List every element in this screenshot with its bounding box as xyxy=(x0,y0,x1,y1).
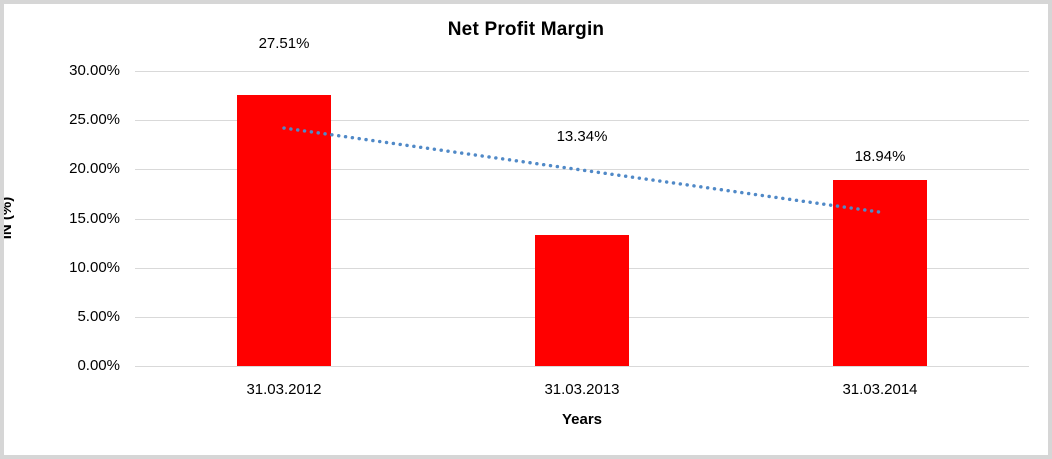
bar-31.03.2013 xyxy=(535,234,629,366)
data-label: 18.94% xyxy=(854,148,906,165)
bar-31.03.2012 xyxy=(237,95,331,366)
y-tick-label: 30.00% xyxy=(69,62,120,79)
data-label: 27.51% xyxy=(258,35,310,52)
y-tick-label: 0.00% xyxy=(77,357,120,374)
gridline xyxy=(135,120,1029,122)
chart-title: Net Profit Margin xyxy=(447,19,605,40)
bar-31.03.2014 xyxy=(833,179,927,366)
y-tick-label: 15.00% xyxy=(69,209,120,227)
y-tick-label: 25.00% xyxy=(69,111,120,129)
y-tick-label: 10.00% xyxy=(69,258,120,276)
y-tick-label: 5.00% xyxy=(77,307,120,325)
x-axis-title: Years xyxy=(561,411,603,428)
y-axis-title: IN (%) xyxy=(0,196,15,240)
x-tick-label: 31.03.2012 xyxy=(246,381,322,398)
y-tick-label: 20.00% xyxy=(69,160,120,178)
data-label: 13.34% xyxy=(556,128,608,145)
x-tick-label: 31.03.2014 xyxy=(842,381,918,398)
gridline xyxy=(135,218,1029,220)
gridline xyxy=(135,366,1029,367)
x-tick-label: 31.03.2013 xyxy=(544,381,620,398)
gridline xyxy=(135,71,1029,72)
